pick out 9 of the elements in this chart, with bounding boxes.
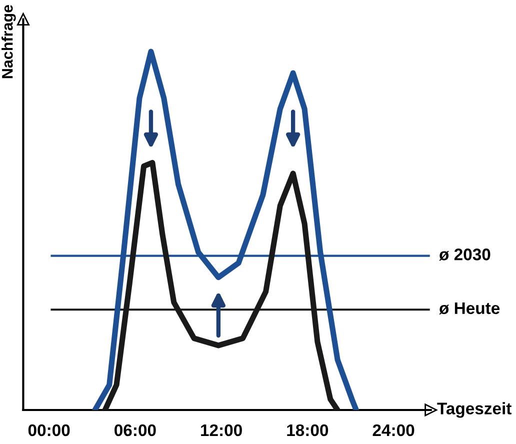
x-tick-label: 12:00 bbox=[201, 424, 242, 436]
ref-line-label: ø Heute bbox=[439, 302, 500, 314]
x-tick-label: 00:00 bbox=[28, 424, 70, 436]
ref-line-label: ø 2030 bbox=[439, 248, 490, 261]
x-axis-title: Tageszeit bbox=[437, 402, 512, 418]
x-tick-label: 24:00 bbox=[372, 424, 414, 436]
y-axis-title: Nachfrage bbox=[2, 4, 16, 78]
x-tick-label: 18:00 bbox=[287, 424, 328, 436]
x-tick-label: 06:00 bbox=[114, 424, 156, 436]
